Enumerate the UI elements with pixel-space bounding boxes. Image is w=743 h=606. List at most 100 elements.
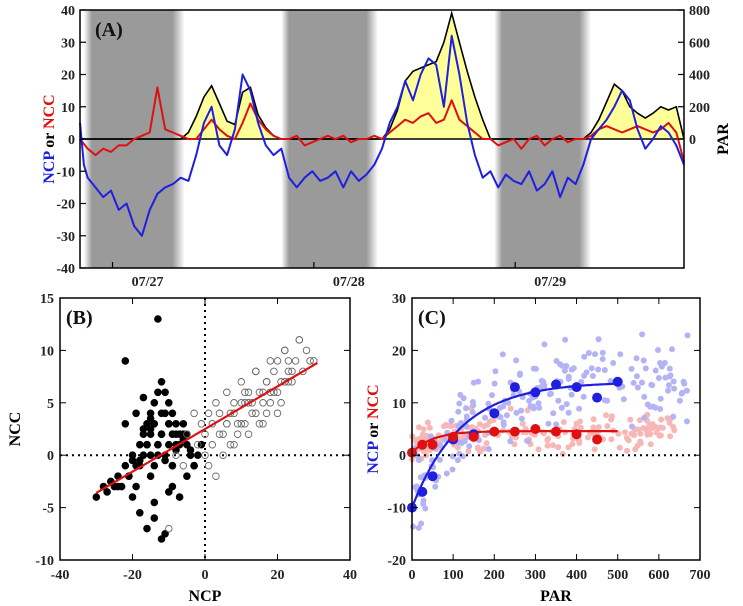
y-tick-label: 10 [40, 344, 54, 359]
panel-c-ylabel: NCP or NCC [365, 384, 382, 473]
night-point [150, 461, 159, 470]
panel-b-fit-line [95, 362, 318, 494]
x-tick-label: 700 [690, 568, 711, 583]
night-point [114, 482, 122, 491]
ncc-raw-point [591, 446, 598, 453]
ncp-raw-point [633, 373, 640, 380]
y-tick-label: 0 [47, 449, 54, 464]
night-point [150, 498, 159, 507]
day-point [197, 420, 206, 428]
ncp-raw-point [595, 366, 602, 373]
ncc-raw-point [573, 420, 580, 427]
ncc-binned-point [509, 426, 520, 437]
ncp-raw-point [553, 421, 560, 428]
day-point [212, 399, 220, 407]
ncp-raw-point [642, 365, 649, 372]
ncc-raw-point [507, 405, 514, 412]
ncp-raw-point [505, 399, 512, 406]
ncp-raw-point [455, 408, 462, 415]
day-point [241, 388, 249, 397]
ncp-raw-point [670, 413, 677, 420]
y-tick-label: -20 [56, 198, 75, 213]
panel-a-left-ylabel: NCP or NCC [41, 94, 58, 183]
night-point [143, 420, 151, 428]
x-tick-label: 0 [202, 568, 209, 583]
panel-b: -40 -20 0 20 40 -10 -5 0 5 10 15 (B) NCP NCC [7, 292, 357, 605]
ncp-raw-point [513, 357, 520, 364]
ncc-raw-point [608, 436, 615, 443]
ncc-raw-point [631, 432, 638, 438]
y-tick-label: 0 [399, 449, 406, 464]
night-point [128, 456, 137, 465]
y-tick-label: 20 [392, 344, 406, 359]
night-point [165, 420, 173, 428]
day-point [237, 420, 246, 428]
ncc-raw-point [559, 450, 566, 457]
ncp-raw-point [676, 397, 683, 404]
y2-tick-label: 600 [689, 36, 710, 51]
ncp-raw-point [530, 365, 537, 372]
ncp-raw-point [469, 399, 476, 405]
ncc-raw-point [608, 416, 615, 423]
day-point [194, 440, 202, 449]
ncp-raw-point [460, 395, 467, 402]
ncc-raw-point [603, 412, 609, 419]
x-tick-label: 300 [525, 568, 546, 583]
day-point [244, 430, 253, 438]
x-tick-label: 100 [443, 568, 464, 583]
ncp-raw-point [422, 505, 429, 512]
ncp-raw-point [683, 387, 690, 394]
ncp-raw-point [436, 442, 443, 449]
day-point [215, 409, 224, 418]
ncc-binned-point [571, 429, 582, 440]
ncc-binned-point [592, 434, 603, 445]
ncp-raw-point [617, 351, 624, 358]
ncc-raw-point [424, 419, 431, 426]
ncp-raw-point [570, 365, 577, 372]
y-tick-label: 40 [61, 4, 75, 19]
ncc-raw-point [595, 424, 602, 431]
day-point [230, 440, 238, 449]
y-tick-label: 20 [61, 69, 75, 84]
night-point [128, 493, 137, 501]
day-point [252, 367, 260, 376]
panel-b-xlabel: NCP [189, 588, 222, 605]
y2-tick-label: 800 [689, 4, 710, 19]
ncp-raw-point [588, 365, 595, 372]
ncp-raw-point [661, 359, 668, 366]
night-point [146, 451, 155, 460]
ncp-raw-point [666, 365, 673, 372]
ncc-binned-point [448, 431, 459, 442]
ncp-raw-point [545, 420, 552, 427]
panel-b-ticks: -40 -20 0 20 40 -10 -5 0 5 10 15 [35, 292, 357, 583]
night-point [121, 461, 130, 470]
y-tick-label: 10 [61, 101, 75, 116]
day-point [244, 399, 253, 407]
ncp-raw-point [489, 392, 495, 399]
night-point [157, 409, 166, 418]
day-point [179, 461, 188, 470]
day-point [306, 357, 314, 365]
ncc-raw-point [555, 444, 562, 451]
ncc-raw-point [637, 440, 644, 447]
ncp-raw-point [535, 400, 542, 407]
ncp-raw-point [639, 331, 646, 338]
ncp-raw-point [669, 346, 675, 353]
day-point [299, 367, 307, 376]
ncp-raw-point [678, 390, 685, 397]
ncp-raw-point [655, 375, 662, 381]
ncc-raw-point [415, 424, 422, 431]
ncp-raw-point [558, 404, 565, 411]
y-tick-label: -20 [387, 554, 406, 569]
ncp-binned-point [417, 486, 428, 497]
day-point [270, 367, 278, 376]
ncc-raw-point [420, 426, 427, 433]
night-point [194, 451, 202, 460]
night-point [168, 482, 177, 491]
y2-tick-label: 0 [689, 133, 696, 148]
ncp-line [79, 34, 685, 237]
ncp-raw-point [461, 438, 468, 445]
day-point [259, 420, 267, 428]
